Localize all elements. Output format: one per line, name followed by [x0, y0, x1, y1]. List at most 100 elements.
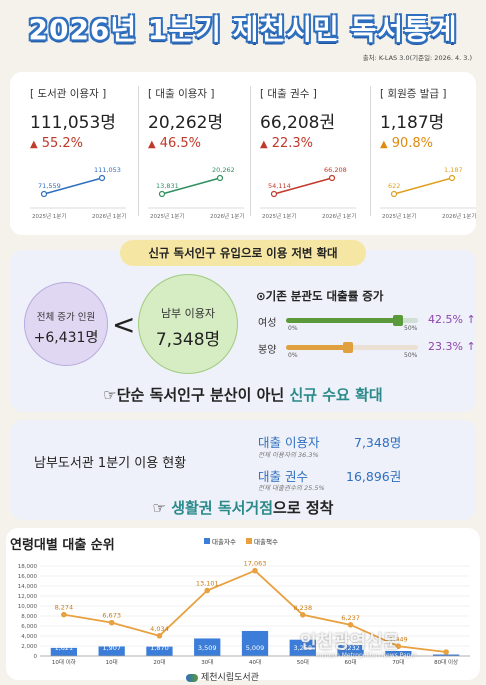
trend-point	[98, 174, 106, 182]
trend-point	[216, 174, 224, 182]
trend-value-label: 622	[388, 182, 400, 190]
bar-value-label: 3,258	[293, 644, 312, 652]
bar-value-label: 1,907	[102, 644, 121, 652]
less-than-symbol: <	[112, 308, 136, 341]
bar-mark	[98, 646, 125, 656]
line-value-label: 17,063	[244, 560, 267, 568]
y-tick-label: 12,000	[18, 594, 38, 600]
x-tick-label: 70대	[392, 658, 404, 666]
bar-value-label: 1,621	[55, 644, 74, 652]
stat-value: 111,053명	[30, 113, 116, 133]
y-tick-label: 4,000	[21, 634, 37, 640]
watermark-text: 인천광역신문	[300, 632, 400, 653]
y-tick-label: 10,000	[18, 604, 38, 610]
line-point	[252, 567, 258, 574]
tagline2-prefix: ☞	[152, 499, 172, 517]
line-value-label: 8,238	[293, 604, 312, 612]
stat-card: [ 대출 권수 ] 66,208권 ▲ 22.3% 54,114 66,208 2025년 …	[260, 86, 372, 230]
trend-value-label: 71,559	[38, 182, 61, 190]
stat-change-value: 90.8%	[391, 136, 434, 151]
south-library-panel	[10, 420, 476, 520]
y-tick-label: 6,000	[21, 624, 37, 630]
page-title: 2026년 1분기 제천시민 독서통계	[28, 13, 458, 46]
trend-value-label: 1,187	[444, 166, 463, 174]
trend-period-label: 2026년 1분기	[92, 212, 126, 220]
south-library-heading: 남부도서관 1분기 이용 현황	[34, 456, 187, 471]
bar-mark	[385, 651, 412, 656]
line-point	[156, 633, 163, 639]
trend-period-label: 2025년 1분기	[150, 212, 184, 220]
y-tick-label: 2,000	[21, 644, 37, 650]
x-tick-label: 10대	[106, 658, 118, 666]
stat-trend-chart: 13,831 20,262 2025년 1분기 2026년 1분기	[148, 166, 244, 220]
line-point	[299, 612, 306, 618]
stat-change: ▲ 90.8%	[380, 136, 486, 154]
bar-value-label: 5,009	[246, 644, 265, 652]
dist-percent: 42.5% ↑	[428, 313, 476, 326]
stat-trend-chart: 54,114 66,208 2025년 1분기 2026년 1분기	[260, 166, 356, 220]
trend-period-label: 2026년 1분기	[210, 212, 244, 220]
trend-point	[328, 174, 336, 182]
stat-value: 66,208권	[260, 113, 336, 133]
total-increase-label: 전체 증가 인원	[36, 312, 96, 323]
y-tick-label: 16,000	[18, 574, 38, 580]
x-tick-label: 50대	[297, 658, 309, 666]
dist-bar-fill	[286, 318, 399, 323]
stat-label: [ 도서관 이용자 ]	[30, 88, 107, 100]
watermark-subtext: Incheon Metropolitan News Paper	[316, 652, 417, 659]
tagline-prefix: ☞단순 독서인구 분산이 아닌	[103, 386, 290, 404]
trend-line	[43, 177, 103, 195]
x-tick-label: 40대	[249, 658, 261, 666]
dist-start-tick: 0%	[288, 352, 298, 359]
trend-point	[448, 174, 456, 182]
trend-point	[40, 190, 48, 198]
total-increase-value: +6,431명	[33, 330, 99, 346]
line-value-label: 8,274	[55, 604, 74, 612]
legend-label-bar: 대출자수	[212, 537, 236, 546]
trend-point	[158, 190, 166, 198]
dist-bar-fill	[286, 345, 348, 350]
tagline2-highlight: 생활권 독서거점	[171, 499, 274, 517]
bar-mark	[194, 638, 221, 656]
trend-period-label: 2025년 1분기	[382, 212, 416, 220]
loan-books-note: 전체 대출권수의 25.5%	[258, 484, 325, 492]
up-triangle-icon: ▲	[260, 139, 268, 150]
south-users-value: 7,348명	[155, 330, 221, 350]
trend-value-label: 20,262	[212, 166, 235, 174]
dist-end-tick: 50%	[404, 352, 418, 359]
x-tick-label: 60대	[345, 658, 357, 666]
trend-point	[270, 190, 278, 198]
line-value-label: 1,949	[389, 635, 408, 643]
stat-value: 20,262명	[148, 113, 224, 133]
line-point	[108, 619, 115, 626]
line-point	[61, 611, 67, 618]
stat-card: [ 회원증 발급 ] 1,187명 ▲ 90.8% 622 1,187 2025년 1분기 2…	[380, 86, 486, 230]
library-logo-icon	[186, 673, 198, 682]
stat-change: ▲ 22.3%	[260, 136, 372, 154]
footer-logo: 제천시립도서관	[186, 670, 259, 683]
bar-mark	[241, 630, 269, 656]
south-users-circle: 남부 이용자 7,348명	[138, 274, 238, 374]
bar-mark	[337, 644, 364, 656]
dist-bar-marker	[393, 315, 404, 326]
line-point	[443, 649, 449, 655]
line-value-label: 4,034	[150, 625, 169, 633]
total-increase-circle: 전체 증가 인원 +6,431명	[24, 282, 108, 366]
bar-value-label: 1,870	[150, 644, 169, 652]
legend-swatch-bar	[204, 538, 210, 544]
up-triangle-icon: ▲	[30, 139, 38, 150]
legend-swatch-line	[246, 538, 252, 544]
up-triangle-icon: ▲	[380, 139, 388, 150]
tagline-new-demand: ☞단순 독서인구 분산이 아닌 신규 수요 확대	[0, 384, 486, 405]
bar-mark	[50, 647, 78, 656]
dist-end-tick: 50%	[404, 325, 418, 332]
loan-books-label: 대출 권수	[258, 469, 308, 484]
stat-value: 1,187명	[380, 113, 445, 133]
legend-label-line: 대출책수	[254, 537, 278, 546]
line-point	[395, 643, 402, 650]
age-loan-chart: 0 2,000 4,000 6,000 8,000 10,000 12,000 14,000 1…	[18, 537, 470, 666]
stat-label: [ 대출 권수 ]	[260, 88, 317, 100]
line-value-label: 13,101	[196, 579, 219, 587]
source-note: 출처: K-LAS 3.0(기준일: 2026. 4. 3.)	[362, 54, 472, 62]
up-triangle-icon: ▲	[148, 139, 156, 150]
